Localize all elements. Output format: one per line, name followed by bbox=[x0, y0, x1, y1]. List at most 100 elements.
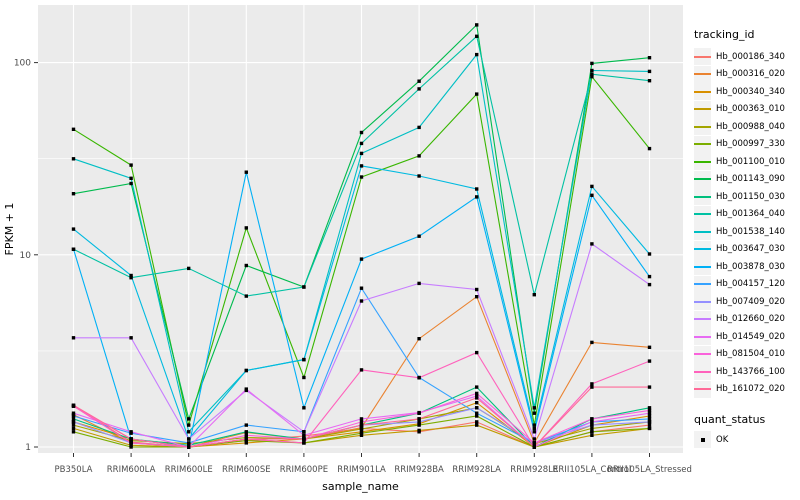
data-point bbox=[129, 437, 133, 441]
data-point bbox=[359, 175, 364, 179]
data-point bbox=[590, 75, 594, 79]
y-tick-label: 100 bbox=[14, 59, 31, 69]
legend-key bbox=[694, 328, 711, 346]
legend-key bbox=[694, 345, 711, 363]
legend-item: Hb_161072_020 bbox=[694, 380, 785, 399]
data-point bbox=[590, 72, 594, 76]
data-point bbox=[71, 336, 76, 340]
legend-item: Hb_012660_020 bbox=[694, 310, 785, 329]
data-point bbox=[417, 420, 421, 424]
data-point bbox=[359, 427, 364, 431]
data-point bbox=[647, 282, 652, 287]
data-point bbox=[129, 430, 133, 434]
data-point bbox=[129, 276, 133, 280]
plot-panel bbox=[38, 5, 683, 453]
x-tick-label: RRIM600LE bbox=[165, 465, 213, 475]
data-point bbox=[475, 411, 479, 415]
legend-key bbox=[694, 310, 711, 328]
legend-key-line bbox=[694, 283, 711, 286]
data-point bbox=[590, 193, 594, 197]
data-point bbox=[71, 403, 76, 407]
data-point bbox=[417, 125, 421, 130]
data-point bbox=[244, 441, 248, 445]
black-square-marker-icon bbox=[700, 437, 705, 442]
data-point bbox=[359, 417, 364, 421]
data-point bbox=[590, 382, 594, 386]
data-point bbox=[302, 430, 306, 434]
legend-item: Hb_003878_030 bbox=[694, 258, 785, 276]
data-point bbox=[187, 445, 191, 449]
legend-key bbox=[694, 205, 711, 223]
data-point bbox=[244, 387, 248, 391]
legend-key-line bbox=[694, 90, 711, 93]
legend-item-label: Hb_161072_020 bbox=[716, 384, 785, 395]
legend-key bbox=[694, 153, 711, 171]
data-point bbox=[129, 176, 133, 180]
data-point bbox=[244, 294, 248, 298]
data-point bbox=[532, 423, 536, 427]
legend-key-line bbox=[694, 178, 711, 181]
legend-item-label: Hb_000997_330 bbox=[716, 139, 785, 150]
legend-key bbox=[694, 380, 711, 398]
data-point bbox=[647, 411, 652, 415]
legend-title-tracking-id: tracking_id bbox=[694, 28, 755, 41]
legend-item-label: Hb_001538_140 bbox=[716, 226, 785, 237]
data-point bbox=[359, 368, 364, 372]
legend-item-label: Hb_001364_040 bbox=[716, 209, 785, 220]
data-point bbox=[359, 423, 364, 427]
legend-item: Hb_000186_340 bbox=[694, 48, 785, 66]
data-point bbox=[71, 430, 76, 434]
data-point bbox=[417, 376, 421, 380]
data-point bbox=[590, 242, 594, 246]
data-point bbox=[590, 417, 594, 421]
legend-item-label: Hb_014549_020 bbox=[716, 331, 785, 342]
data-point bbox=[71, 127, 76, 131]
data-point bbox=[187, 266, 191, 271]
data-point bbox=[244, 423, 248, 427]
data-point bbox=[532, 430, 536, 434]
data-point bbox=[244, 430, 248, 434]
legend-key bbox=[694, 223, 711, 241]
data-point bbox=[475, 350, 479, 355]
legend-item-label: Hb_081504_010 bbox=[716, 349, 785, 360]
data-point bbox=[647, 423, 652, 427]
data-point bbox=[475, 52, 479, 57]
data-point bbox=[475, 23, 479, 27]
data-point bbox=[532, 445, 536, 449]
data-point bbox=[590, 430, 594, 434]
data-point bbox=[647, 408, 652, 413]
data-point bbox=[244, 437, 248, 441]
data-point bbox=[187, 430, 191, 434]
legend-key bbox=[694, 431, 711, 449]
data-point bbox=[417, 79, 421, 83]
data-point bbox=[475, 401, 479, 405]
x-tick-label: RRIM600LA bbox=[107, 465, 156, 475]
x-tick-label: RRIM600PE bbox=[280, 465, 328, 475]
data-point bbox=[417, 174, 421, 178]
legend-item-label: Hb_000363_010 bbox=[716, 104, 785, 115]
legend-item-label: OK bbox=[716, 434, 729, 445]
data-point bbox=[590, 423, 594, 427]
data-point bbox=[590, 385, 594, 389]
legend: tracking_id Hb_000186_340 Hb_000316_020 Hb… bbox=[694, 28, 785, 449]
legend-key bbox=[694, 258, 711, 276]
data-point bbox=[187, 437, 191, 441]
data-point bbox=[302, 437, 306, 441]
data-point bbox=[475, 195, 479, 199]
legend-key-line bbox=[694, 353, 711, 356]
legend-item: Hb_000997_330 bbox=[694, 135, 785, 154]
legend-key-line bbox=[694, 143, 711, 146]
data-point bbox=[590, 61, 594, 66]
legend-item: Hb_000316_020 bbox=[694, 65, 785, 84]
data-point bbox=[129, 163, 133, 167]
data-point bbox=[532, 293, 536, 297]
legend-key bbox=[694, 363, 711, 381]
data-point bbox=[187, 441, 191, 445]
data-point bbox=[129, 336, 133, 340]
data-point bbox=[359, 257, 364, 261]
legend-item: Hb_001100_010 bbox=[694, 153, 785, 171]
legend-item: Hb_001364_040 bbox=[694, 205, 785, 224]
data-point bbox=[590, 184, 594, 189]
data-point bbox=[129, 445, 133, 449]
legend-key-line bbox=[694, 230, 711, 233]
